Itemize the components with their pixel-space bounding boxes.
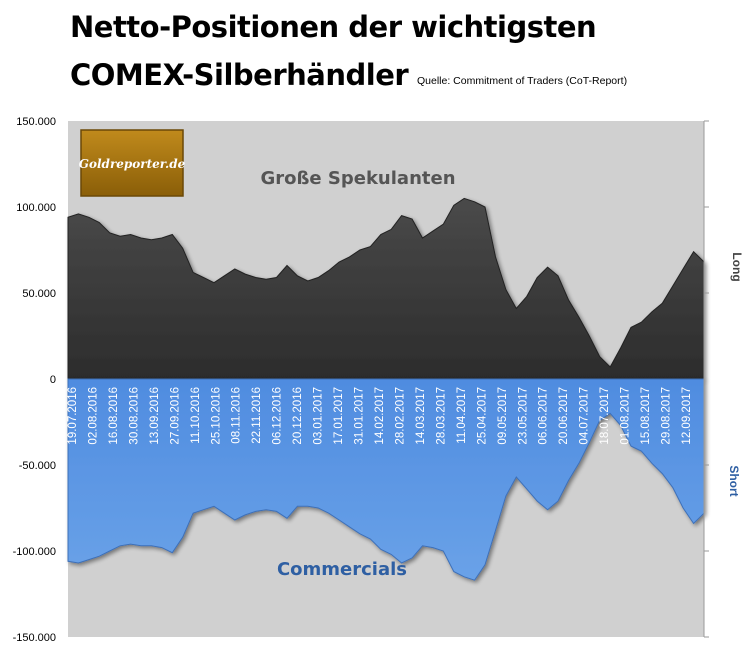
series-area-spekulanten — [67, 197, 705, 380]
series-area-commercials — [67, 378, 705, 581]
x-tick-label: 28.02.2017 — [395, 387, 407, 445]
side-label-short: Short — [727, 465, 741, 496]
y-tick-label: 100.000 — [16, 202, 56, 214]
logo: Goldreporter.de — [79, 129, 186, 197]
x-tick-label: 09.05.2017 — [497, 387, 509, 445]
x-tick-label: 12.09.2017 — [681, 387, 693, 445]
y-tick-label: -50.000 — [19, 460, 56, 472]
y-tick-label: -100.000 — [13, 546, 56, 558]
x-tick-label: 20.06.2017 — [558, 387, 570, 445]
x-tick-label: 27.09.2016 — [169, 387, 181, 445]
chart-title-line2: COMEX-Silberhändler — [70, 58, 409, 92]
x-tick-label: 16.08.2016 — [108, 387, 120, 445]
x-tick-label: 11.10.2016 — [190, 387, 202, 444]
x-tick-label: 04.07.2017 — [579, 387, 591, 445]
y-axis: 150.000 100.000 50.000 0 -50.000 -100.000 -150… — [13, 116, 56, 644]
x-tick-label: 03.01.2017 — [313, 387, 325, 445]
x-tick-label: 31.01.2017 — [354, 387, 366, 445]
x-tick-label: 29.08.2017 — [661, 387, 673, 445]
x-tick-label: 25.10.2016 — [210, 387, 222, 445]
logo-background — [80, 129, 184, 197]
x-tick-label: 01.08.2017 — [620, 387, 632, 445]
x-tick-label: 08.11.2016 — [231, 387, 243, 444]
series-label-spekulanten: Große Spekulanten — [260, 168, 455, 189]
x-tick-label: 11.04.2017 — [456, 387, 468, 444]
y-tick-label: 50.000 — [22, 288, 56, 300]
logo-text: Goldreporter.de — [79, 157, 186, 171]
x-axis: 19.07.2016 02.08.2016 16.08.2016 30.08.2016… — [67, 387, 693, 445]
y-tick-label: -150.000 — [13, 632, 56, 644]
x-tick-label: 28.03.2017 — [435, 387, 447, 445]
x-tick-label: 02.08.2016 — [88, 387, 100, 445]
x-tick-label: 20.12.2016 — [292, 387, 304, 445]
y-tick-label: 0 — [50, 374, 56, 386]
x-tick-label: 25.04.2017 — [476, 387, 488, 445]
x-tick-label: 19.07.2016 — [67, 387, 79, 445]
chart-title-line1: Netto-Positionen der wichtigsten — [70, 10, 597, 44]
chart-source: Quelle: Commitment of Traders (CoT-Repor… — [417, 75, 628, 87]
x-tick-label: 06.06.2017 — [538, 387, 550, 445]
x-tick-label: 18.07.2017 — [599, 387, 611, 445]
x-tick-label: 30.08.2016 — [128, 387, 140, 445]
x-tick-label: 17.01.2017 — [333, 387, 345, 445]
x-tick-label: 13.09.2016 — [149, 387, 161, 445]
x-tick-label: 15.08.2017 — [640, 387, 652, 445]
side-label-long: Long — [730, 252, 744, 281]
area-layer — [67, 197, 705, 581]
x-tick-label: 22.11.2016 — [251, 387, 263, 444]
x-tick-label: 14.03.2017 — [415, 387, 427, 445]
series-label-commercials: Commercials — [277, 559, 407, 580]
y-tick-label: 150.000 — [16, 116, 56, 128]
x-tick-label: 06.12.2016 — [272, 387, 284, 445]
x-tick-label: 23.05.2017 — [517, 387, 529, 445]
x-tick-label: 14.02.2017 — [374, 387, 386, 445]
